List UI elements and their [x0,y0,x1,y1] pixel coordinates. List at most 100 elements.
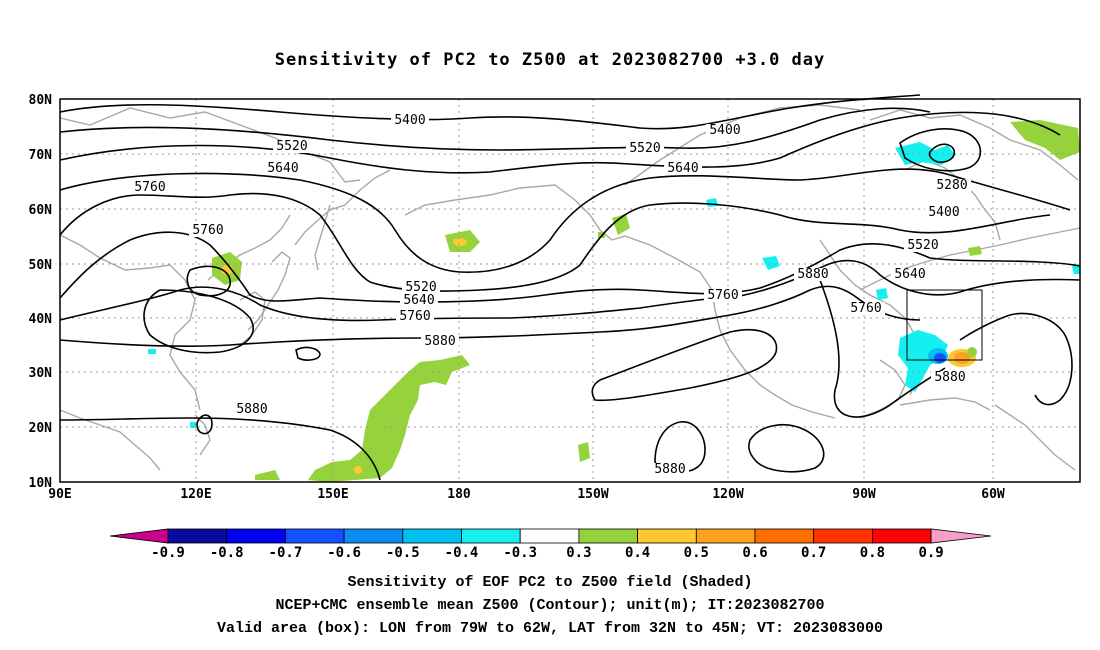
map-frame [59,98,1081,483]
contour-label: 5640 [403,293,434,308]
contour-label: 5880 [236,402,267,417]
contour-label: 5760 [134,180,165,195]
colorbar-tick-label: -0.9 [151,545,185,561]
shade-atlantic-cyan [898,330,948,392]
colorbar-tick-label: -0.3 [503,545,537,561]
colorbar-swatch [519,528,580,544]
shade-small-cyan-2 [762,256,780,270]
contour-label-bg [273,140,311,153]
shade-small-cyan-3 [876,288,888,300]
colorbar-swatch [402,528,462,544]
contour-label: 5520 [405,280,436,295]
contour-label-bg [651,463,689,476]
shade-small-green-2 [968,246,982,256]
colorbar-left-arrow [109,528,169,544]
shade-pacific-yellow [453,238,467,246]
lon-label: 60W [981,487,1005,502]
lat-label: 30N [29,366,53,381]
colorbar-swatch [167,528,228,544]
shade-atlantic-orange [954,352,970,364]
contour-label-bg [189,224,227,237]
contour-label: 5760 [399,309,430,324]
lon-label: 150E [317,487,348,502]
contour-label-bg [925,206,963,219]
colorbar-tick-label: 0.4 [625,545,650,561]
contour-label-bg [847,302,885,315]
colorbar-tick-label: 0.6 [742,545,767,561]
valid-area-box [906,289,983,361]
colorbar-tick-label: -0.7 [269,545,303,561]
contour-label: 5280 [936,178,967,193]
lat-label: 70N [29,148,53,163]
colorbar-tick-label: 0.7 [801,545,826,561]
shade-small-cyan-6 [190,422,196,428]
contour-label: 5640 [267,161,298,176]
lon-label: 150W [577,487,608,502]
shade-small-cyan-4 [1072,264,1080,274]
colorbar-swatch [872,528,932,544]
contour-label-bg [396,310,434,323]
contour-label: 5640 [894,267,925,282]
contour-label-bg [706,124,744,137]
shade-arctic-green [1010,120,1080,160]
colorbar-swatch [637,528,697,544]
lon-label: 120E [180,487,211,502]
colorbar-swatch [695,528,756,544]
sensitivity-shading [148,120,1080,482]
caption-line-2: NCEP+CMC ensemble mean Z500 (Contour); u… [275,597,825,614]
contour-label-bg [402,281,440,294]
contour-label-bg [626,142,664,155]
shade-atlantic-blue [934,353,946,363]
colorbar-swatch [754,528,815,544]
contour-label: 5520 [907,238,938,253]
colorbar-tick-label: -0.5 [386,545,420,561]
contour-label-bg [421,335,459,348]
shade-pacific-small-green [255,470,280,480]
caption-line-3: Valid area (box): LON from 79W to 62W, L… [216,620,884,637]
contour-label: 5880 [797,267,828,282]
contour-label: 5520 [276,139,307,154]
contour-label-bg [400,294,438,307]
lat-label: 60N [29,203,53,218]
contour-label-bg [794,268,832,281]
contour-label: 5760 [707,288,738,303]
colorbar-tick-label: 0.5 [684,545,709,561]
shade-canada-green [612,214,630,235]
contour-label: 5760 [192,223,223,238]
lon-label: 120W [712,487,743,502]
contour-label-bg [704,289,742,302]
colorbar-swatch [226,528,286,544]
colorbar-tick-label: 0.8 [860,545,885,561]
shade-atlantic-green [967,347,977,357]
contour-label: 5400 [394,113,425,128]
lon-label: 90E [48,487,71,502]
colorbar-swatch [284,528,345,544]
contour-label-bg [391,114,429,127]
contour-label-bg [264,162,302,175]
shade-dot [354,466,362,474]
contour-label-bg [891,268,929,281]
contour-label: 5520 [629,141,660,156]
shade-pacific-positive [308,355,470,482]
colorbar-swatch [461,528,521,544]
colorbar-tick-label: 0.3 [566,545,591,561]
lat-label: 40N [29,312,53,327]
lon-label: 180 [447,487,471,502]
contour-label-bg [933,179,971,192]
contour-label: 5640 [667,161,698,176]
colorbar-tick-label: -0.4 [445,545,479,561]
contour-label: 5880 [654,462,685,477]
lat-label: 50N [29,258,53,273]
colorbar-swatch [343,528,404,544]
contour-label-bg [904,239,942,252]
caption-line-1: Sensitivity of EOF PC2 to Z500 field (Sh… [347,574,753,591]
contour-label: 5400 [709,123,740,138]
contour-label-bg [931,371,969,384]
colorbar-tick-label: -0.8 [210,545,244,561]
contour-label: 5400 [928,205,959,220]
contour-label: 5880 [424,334,455,349]
contour-label-bg [233,403,271,416]
